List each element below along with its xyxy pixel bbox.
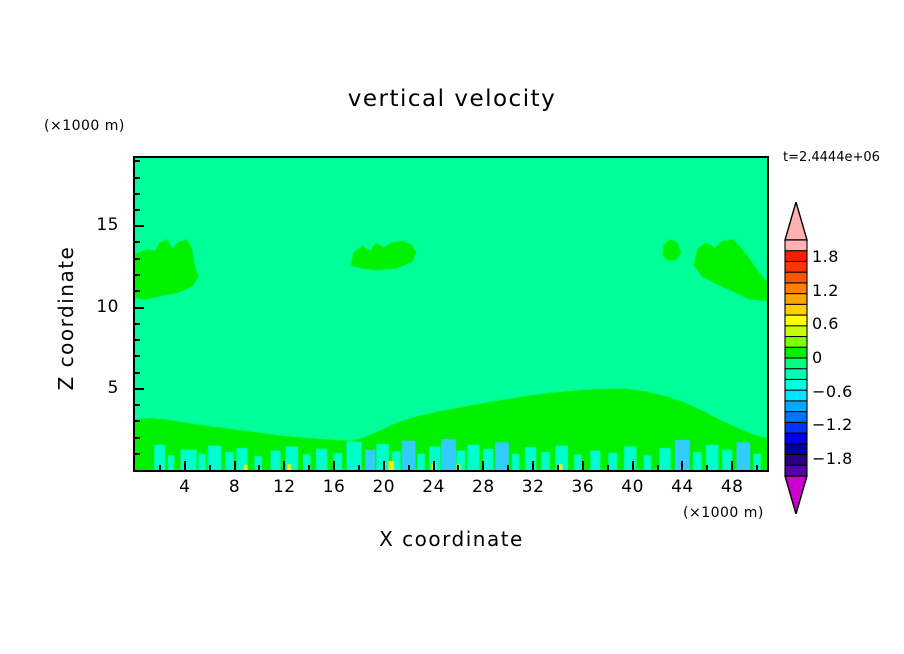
x-tick (283, 461, 285, 470)
x-tick-label: 16 (322, 477, 346, 497)
y-tick (135, 420, 140, 422)
y-axis-title: Z coordinate (54, 245, 78, 391)
y-tick (135, 177, 140, 179)
x-tick (706, 465, 708, 470)
x-tick-label: 40 (621, 477, 644, 497)
y-tick (135, 437, 140, 439)
x-tick (731, 461, 733, 470)
x-tick-label: 8 (228, 477, 241, 497)
colorbar-swatches (784, 202, 808, 514)
x-tick (607, 465, 609, 470)
y-tick (135, 355, 140, 357)
y-tick (135, 372, 140, 374)
y-tick (135, 453, 140, 455)
y-tick (135, 404, 140, 406)
colorbar-tick-label: 1.2 (812, 280, 839, 300)
x-tick-label: 28 (472, 477, 495, 497)
timestamp-annotation: t=2.4444e+06 (783, 150, 880, 165)
x-tick-label: 36 (571, 477, 595, 497)
x-tick (657, 465, 659, 470)
x-tick (433, 461, 435, 470)
x-tick (532, 461, 534, 470)
x-tick (482, 461, 484, 470)
y-tick-label: 5 (107, 377, 119, 398)
y-tick (135, 307, 144, 309)
colorbar-tick-label: −0.6 (812, 381, 853, 401)
x-tick (258, 465, 260, 470)
y-tick (135, 241, 140, 243)
y-tick (135, 339, 140, 341)
y-tick (135, 160, 140, 162)
colorbar-tick-label: 0 (812, 348, 823, 367)
x-tick (408, 465, 410, 470)
x-tick (234, 461, 236, 470)
colorbar (782, 202, 810, 514)
x-tick (383, 461, 385, 470)
colorbar-tick-label: −1.2 (812, 415, 853, 435)
x-tick (557, 465, 559, 470)
y-tick (135, 290, 140, 292)
x-tick (507, 465, 509, 470)
x-axis-title: X coordinate (379, 527, 524, 551)
y-axis-units-label: (×1000 m) (44, 118, 125, 134)
y-tick (135, 258, 140, 260)
x-tick (159, 465, 161, 470)
x-tick-label: 32 (521, 477, 545, 497)
page-title: vertical velocity (347, 86, 557, 112)
x-tick-label: 48 (720, 477, 744, 497)
y-tick (135, 225, 144, 227)
y-tick (135, 193, 140, 195)
x-tick (333, 461, 335, 470)
x-tick (358, 465, 360, 470)
x-tick (632, 461, 634, 470)
colorbar-tick-label: −1.8 (812, 449, 853, 469)
y-tick (135, 388, 144, 390)
x-tick-label: 12 (272, 477, 296, 497)
y-tick-label: 10 (96, 296, 119, 317)
x-tick (457, 465, 459, 470)
x-tick-label: 4 (179, 477, 191, 497)
y-tick (135, 209, 140, 211)
plot-area (133, 156, 769, 472)
x-tick (681, 461, 683, 470)
x-tick (582, 461, 584, 470)
x-tick-label: 24 (422, 477, 445, 497)
contour-field (135, 158, 767, 470)
x-tick (308, 465, 310, 470)
y-tick (135, 274, 140, 276)
colorbar-tick-label: 0.6 (812, 314, 839, 334)
x-tick (756, 465, 758, 470)
x-axis-units-label: (×1000 m) (683, 505, 764, 521)
y-tick (135, 323, 140, 325)
x-tick-label: 20 (372, 477, 396, 497)
x-tick (184, 461, 186, 470)
colorbar-tick-label: 1.8 (812, 246, 839, 266)
y-tick-label: 15 (96, 215, 119, 236)
x-tick-label: 44 (671, 477, 694, 497)
x-tick (209, 465, 211, 470)
